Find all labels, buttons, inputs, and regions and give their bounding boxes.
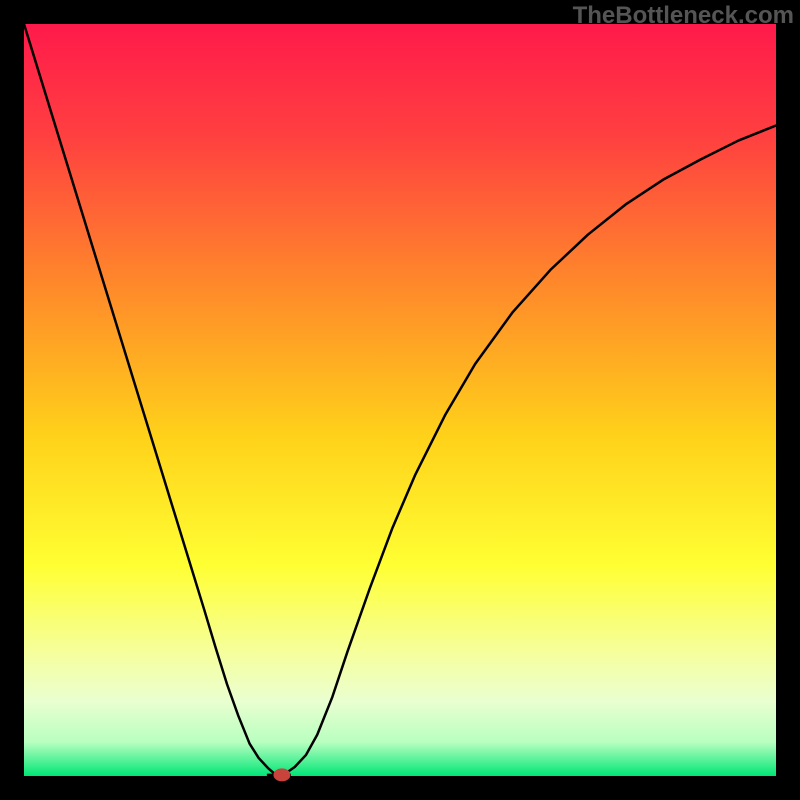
chart-container: TheBottleneck.com [0,0,800,800]
plot-svg [0,0,800,800]
optimum-marker [274,769,290,781]
plot-background [24,24,776,776]
